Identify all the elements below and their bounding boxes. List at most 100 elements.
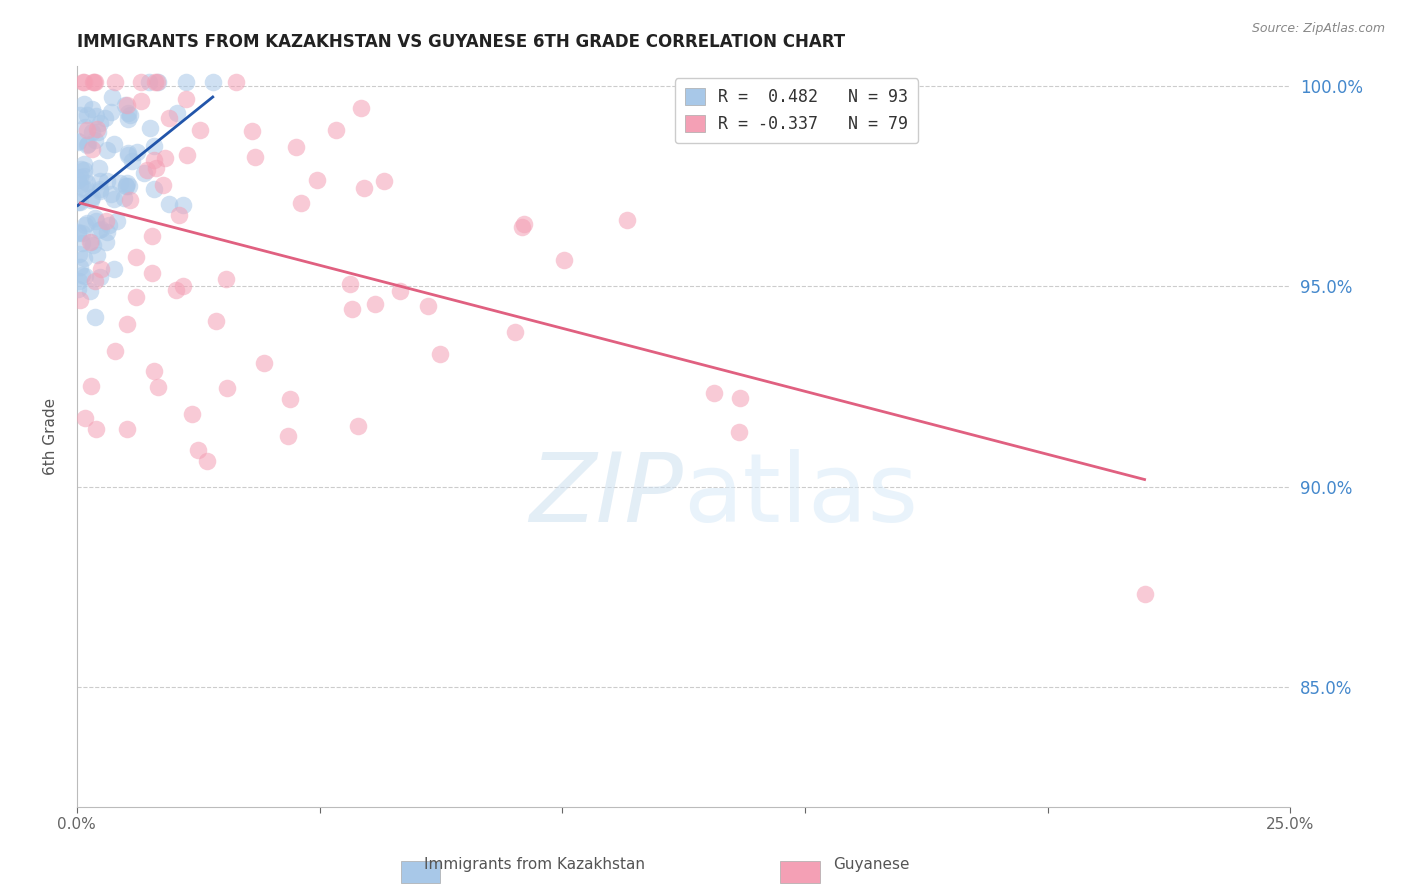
Point <box>89 174 111 188</box>
Point <box>176 92 198 106</box>
Point <box>73 75 96 89</box>
Point <box>285 139 308 153</box>
Point <box>75 182 97 196</box>
Point <box>89 184 111 198</box>
Point <box>73 183 96 197</box>
Point <box>90 262 112 277</box>
Point <box>730 391 752 405</box>
Point <box>214 271 236 285</box>
Text: atlas: atlas <box>683 450 918 542</box>
Point <box>100 105 122 120</box>
Point <box>118 108 141 122</box>
Point <box>73 269 96 284</box>
Point <box>66 283 89 297</box>
Point <box>69 195 91 210</box>
Point <box>277 429 299 443</box>
Point <box>67 194 90 209</box>
Point <box>136 163 159 178</box>
Point <box>141 266 163 280</box>
Point <box>73 169 96 184</box>
Point <box>67 274 90 288</box>
Point <box>339 277 361 291</box>
Point <box>174 75 197 89</box>
Point <box>125 250 148 264</box>
Point <box>87 223 110 237</box>
Point <box>117 317 139 331</box>
Point <box>143 364 166 378</box>
Point <box>73 96 96 111</box>
Point <box>350 101 373 115</box>
Point <box>152 178 174 192</box>
Point <box>118 179 141 194</box>
Point <box>127 145 149 160</box>
Point <box>141 229 163 244</box>
Point <box>166 106 188 120</box>
Point <box>165 283 187 297</box>
Point <box>66 134 89 148</box>
Point <box>188 122 211 136</box>
Point <box>73 252 96 266</box>
Point <box>69 178 91 193</box>
Point <box>117 148 139 162</box>
Text: Source: ZipAtlas.com: Source: ZipAtlas.com <box>1251 22 1385 36</box>
Point <box>94 214 117 228</box>
Point <box>67 225 90 239</box>
Point <box>79 284 101 298</box>
Point <box>727 425 749 440</box>
Point <box>89 182 111 196</box>
Point <box>79 235 101 249</box>
Point <box>157 197 180 211</box>
Point <box>103 136 125 151</box>
Point <box>67 247 90 261</box>
Text: Immigrants from Kazakhstan: Immigrants from Kazakhstan <box>423 857 645 872</box>
Point <box>84 274 107 288</box>
Point <box>96 174 118 188</box>
Point <box>142 139 165 153</box>
Point <box>70 162 93 177</box>
Point <box>240 124 263 138</box>
Point <box>114 98 136 112</box>
Text: ZIP: ZIP <box>530 450 683 542</box>
Point <box>82 102 104 116</box>
Point <box>125 290 148 304</box>
Point <box>512 217 534 231</box>
Point <box>79 379 101 393</box>
Point <box>76 123 98 137</box>
Point <box>66 226 89 240</box>
Point <box>82 237 104 252</box>
Point <box>75 411 97 425</box>
Point <box>364 297 387 311</box>
Point <box>115 179 138 194</box>
Point <box>253 356 276 370</box>
Point <box>373 174 395 188</box>
Legend: R =  0.482   N = 93, R = -0.337   N = 79: R = 0.482 N = 93, R = -0.337 N = 79 <box>675 78 918 143</box>
Point <box>76 137 98 152</box>
Point <box>145 75 167 89</box>
Point <box>82 75 104 89</box>
Point <box>70 226 93 240</box>
Point <box>100 186 122 201</box>
Point <box>176 148 198 162</box>
Point <box>70 268 93 282</box>
Point <box>83 75 105 89</box>
Point <box>342 301 364 316</box>
Text: Guyanese: Guyanese <box>834 857 910 872</box>
Point <box>86 248 108 262</box>
Point <box>195 454 218 468</box>
Y-axis label: 6th Grade: 6th Grade <box>44 398 58 475</box>
Point <box>89 270 111 285</box>
Point <box>138 75 160 89</box>
Point <box>204 313 226 327</box>
Point <box>104 75 127 89</box>
Point <box>90 222 112 236</box>
Point <box>103 261 125 276</box>
Point <box>98 218 121 232</box>
Point <box>553 253 575 268</box>
Point <box>105 214 128 228</box>
Point <box>89 116 111 130</box>
Point <box>325 123 347 137</box>
Point <box>96 226 118 240</box>
Point <box>82 142 104 156</box>
Point <box>87 161 110 175</box>
Point <box>307 172 329 186</box>
